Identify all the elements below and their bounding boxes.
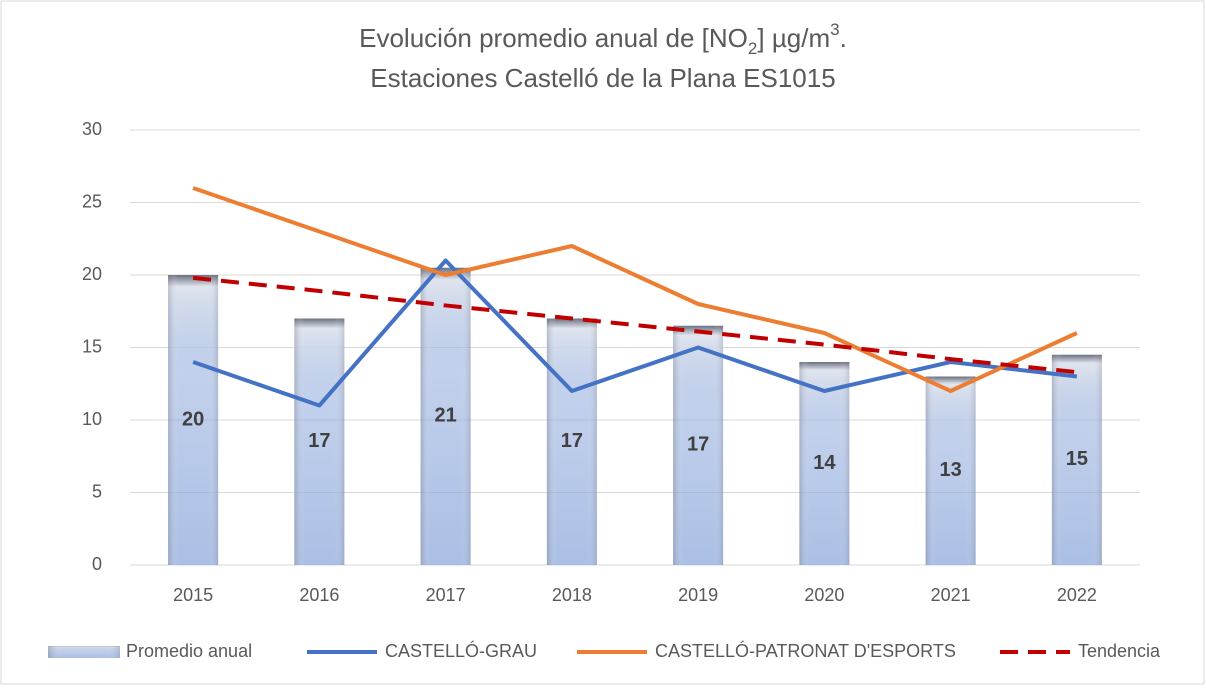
bar-shade <box>673 325 724 565</box>
title-part: Evolución promedio anual de [NO <box>359 23 748 53</box>
title-sup: 3 <box>830 20 839 39</box>
legend-label: CASTELLÓ-GRAU <box>385 640 537 661</box>
line <box>192 186 1078 393</box>
legend-label: CASTELLÓ-PATRONAT D'ESPORTS <box>655 640 956 661</box>
title-sub: 2 <box>748 39 757 58</box>
x-tick-label: 2017 <box>426 585 466 605</box>
x-tick-label: 2020 <box>804 585 844 605</box>
data-label: 21 <box>435 405 457 427</box>
chart-title: Evolución promedio anual de [NO2] µg/m3. <box>359 20 847 58</box>
x-tick-label: 2016 <box>299 585 339 605</box>
y-tick-label: 25 <box>82 191 102 211</box>
bar-shade <box>1051 354 1102 565</box>
trend-line <box>192 275 1078 375</box>
bar-shade <box>294 318 345 565</box>
bar-shade <box>799 362 850 565</box>
legend-label: Promedio anual <box>126 641 252 661</box>
y-tick-label: 10 <box>82 409 102 429</box>
data-label: 17 <box>561 430 583 452</box>
data-label: 17 <box>687 434 709 456</box>
x-tick-label: 2019 <box>678 585 718 605</box>
legend-swatch-shade <box>48 646 120 658</box>
data-label: 20 <box>182 408 204 430</box>
y-tick-label: 30 <box>82 119 102 139</box>
x-tick-label: 2022 <box>1057 585 1097 605</box>
bar-shade <box>546 318 597 565</box>
x-tick-label: 2018 <box>552 585 592 605</box>
line <box>192 258 1078 408</box>
y-tick-label: 20 <box>82 264 102 284</box>
bar-shade <box>168 275 219 565</box>
y-tick-label: 5 <box>92 481 102 501</box>
data-label: 13 <box>940 459 962 481</box>
y-tick-label: 15 <box>82 336 102 356</box>
y-tick-label: 0 <box>92 554 102 574</box>
data-label: 15 <box>1066 448 1088 470</box>
chart-subtitle: Estaciones Castelló de la Plana ES1015 <box>370 63 835 93</box>
legend-label: Tendencia <box>1078 641 1161 661</box>
title-part: . <box>840 23 847 53</box>
data-label: 17 <box>308 430 330 452</box>
bar-shade <box>420 267 471 565</box>
title-part: ] µg/m <box>757 23 830 53</box>
bar-shade <box>925 376 976 565</box>
x-tick-label: 2015 <box>173 585 213 605</box>
data-label: 14 <box>813 452 836 474</box>
x-tick-label: 2021 <box>931 585 971 605</box>
